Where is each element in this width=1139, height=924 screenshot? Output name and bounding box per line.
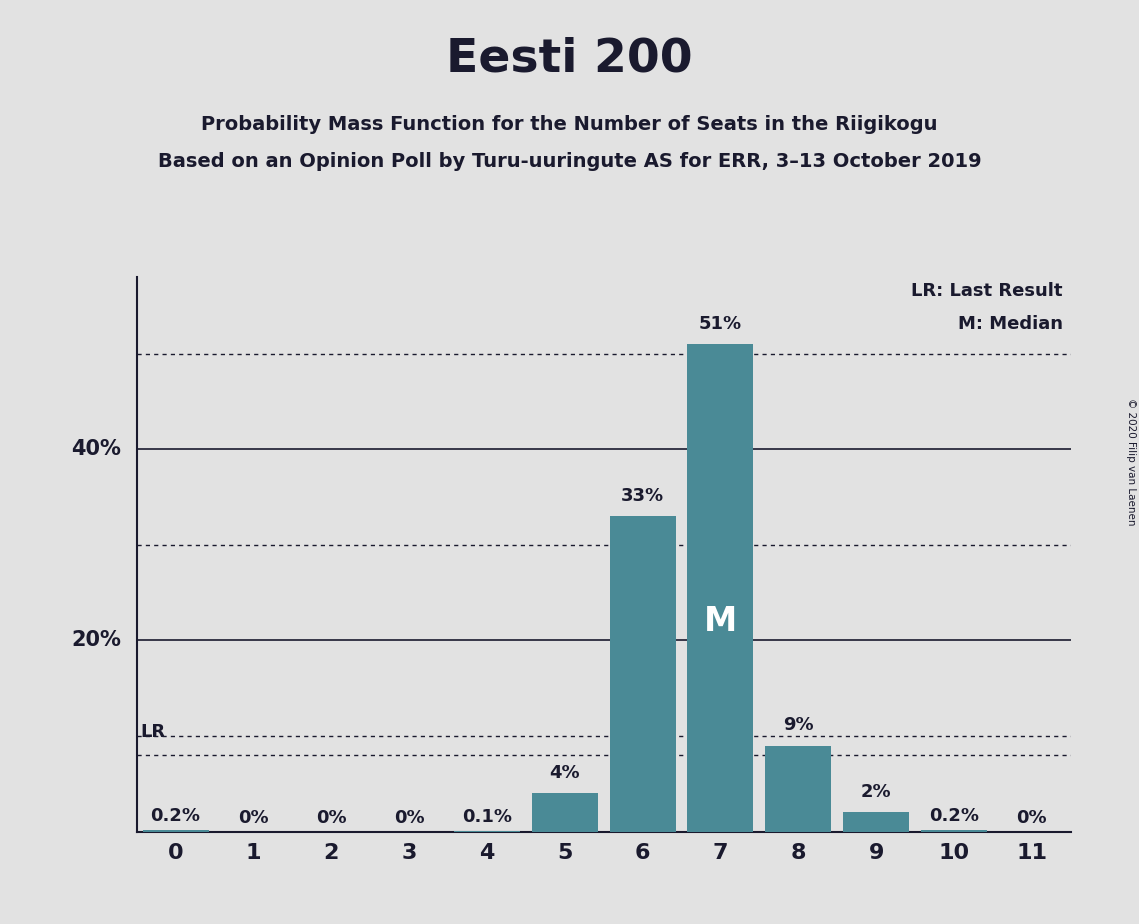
Text: 33%: 33% bbox=[621, 487, 664, 505]
Text: 0%: 0% bbox=[1016, 808, 1047, 827]
Text: 40%: 40% bbox=[72, 439, 121, 459]
Bar bbox=[920, 830, 988, 832]
Text: M: Median: M: Median bbox=[958, 315, 1063, 334]
Text: Probability Mass Function for the Number of Seats in the Riigikogu: Probability Mass Function for the Number… bbox=[202, 116, 937, 135]
Text: 0%: 0% bbox=[394, 808, 425, 827]
Text: 0%: 0% bbox=[316, 808, 346, 827]
Text: LR: Last Result: LR: Last Result bbox=[911, 282, 1063, 300]
Text: 9%: 9% bbox=[782, 716, 813, 734]
Text: 51%: 51% bbox=[699, 315, 741, 333]
Text: © 2020 Filip van Laenen: © 2020 Filip van Laenen bbox=[1126, 398, 1136, 526]
Bar bbox=[532, 794, 598, 832]
Bar bbox=[687, 344, 754, 832]
Text: 2%: 2% bbox=[861, 783, 892, 801]
Text: 0.1%: 0.1% bbox=[462, 808, 511, 826]
Bar bbox=[453, 831, 521, 832]
Text: 0.2%: 0.2% bbox=[929, 807, 978, 825]
Text: 4%: 4% bbox=[549, 764, 580, 782]
Text: Based on an Opinion Poll by Turu-uuringute AS for ERR, 3–13 October 2019: Based on an Opinion Poll by Turu-uuringu… bbox=[157, 152, 982, 172]
Text: 20%: 20% bbox=[72, 630, 121, 650]
Text: Eesti 200: Eesti 200 bbox=[446, 37, 693, 82]
Text: M: M bbox=[704, 605, 737, 638]
Bar bbox=[843, 812, 909, 832]
Bar bbox=[142, 830, 208, 832]
Text: 0%: 0% bbox=[238, 808, 269, 827]
Bar bbox=[765, 746, 831, 832]
Bar bbox=[609, 517, 675, 832]
Text: LR: LR bbox=[140, 723, 165, 741]
Text: 0.2%: 0.2% bbox=[150, 807, 200, 825]
